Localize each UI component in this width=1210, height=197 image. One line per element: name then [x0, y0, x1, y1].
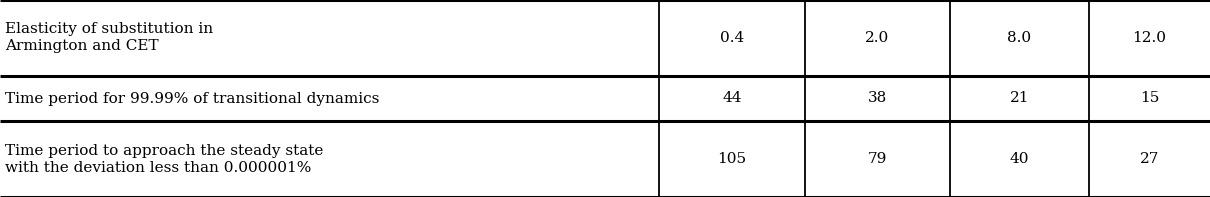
- Text: Elasticity of substitution in
Armington and CET: Elasticity of substitution in Armington …: [5, 22, 213, 53]
- Text: 79: 79: [868, 152, 887, 166]
- Text: 38: 38: [868, 91, 887, 106]
- Text: 105: 105: [718, 152, 747, 166]
- Text: 15: 15: [1140, 91, 1159, 106]
- Text: 2.0: 2.0: [865, 31, 889, 45]
- Text: Time period for 99.99% of transitional dynamics: Time period for 99.99% of transitional d…: [5, 91, 379, 106]
- Text: 27: 27: [1140, 152, 1159, 166]
- Text: Time period to approach the steady state
with the deviation less than 0.000001%: Time period to approach the steady state…: [5, 144, 323, 175]
- Text: 0.4: 0.4: [720, 31, 744, 45]
- Text: 12.0: 12.0: [1133, 31, 1166, 45]
- Text: 40: 40: [1009, 152, 1030, 166]
- Text: 21: 21: [1009, 91, 1030, 106]
- Text: 44: 44: [722, 91, 742, 106]
- Text: 8.0: 8.0: [1008, 31, 1031, 45]
